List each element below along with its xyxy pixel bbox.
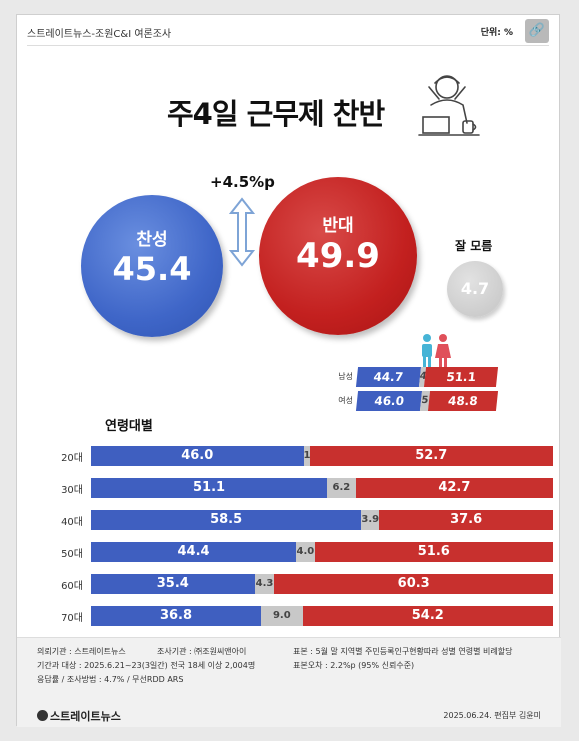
age-bar: 35.4 4.3 60.3: [91, 574, 553, 594]
footer-method: 응답률 / 조사방법 : 4.7% / 무선RDD ARS: [37, 675, 184, 684]
male-female-icon: [422, 334, 451, 367]
oppose-segment: 52.7: [309, 446, 553, 466]
agree-circle: 찬성 45.4: [81, 195, 223, 337]
gender-bar: 46.0 5.2 48.8: [355, 391, 499, 411]
infographic-card: 스트레이트뉴스-조원C&I 여론조사 단위: % 🔗 주4일 근무제 찬반 +4…: [16, 14, 561, 727]
difference-label: +4.5%p: [210, 173, 275, 191]
age-chart-title: 연령대별: [105, 419, 153, 434]
oppose-segment: 48.8: [427, 391, 499, 411]
dont-know-segment: 3.9: [361, 510, 380, 530]
up-down-arrow-icon: [229, 197, 255, 267]
dont-know-value: 4.7: [460, 279, 490, 298]
footer-error: 표본오차 : 2.2%p (95% 신뢰수준): [293, 661, 415, 670]
logo-text: 스트레이트뉴스: [50, 710, 121, 723]
gender-label: 남성: [338, 372, 353, 381]
agree-label: 찬성: [136, 230, 168, 250]
publish-date: 2025.06.24. 편집부 김윤미: [443, 711, 541, 720]
age-bar: 58.5 3.9 37.6: [91, 510, 553, 530]
agree-segment: 46.0: [91, 446, 304, 466]
agree-segment: 44.4: [91, 542, 297, 562]
agree-segment: 36.8: [91, 606, 262, 626]
footer-period: 기간과 대상 : 2025.6.21~23(3일간) 전국 18세 이상 2,0…: [37, 661, 256, 670]
age-bar: 36.8 9.0 54.2: [91, 606, 553, 626]
agree-segment: 51.1: [91, 478, 328, 498]
dont-know-segment: 4.0: [296, 542, 315, 562]
age-bar: 51.1 6.2 42.7: [91, 478, 553, 498]
oppose-segment: 60.3: [274, 574, 553, 594]
footer-client: 의뢰기관 : 스트레이트뉴스: [37, 647, 126, 656]
agree-segment: 58.5: [91, 510, 362, 530]
age-label: 50대: [61, 549, 83, 560]
office-worker-icon: [418, 75, 480, 136]
dont-know-segment: 6.2: [327, 478, 356, 498]
unit-label: 단위: %: [480, 28, 513, 38]
footer: 의뢰기관 : 스트레이트뉴스 조사기관 : ㈜조원씨앤아이 표본 : 5월 말 …: [17, 637, 561, 727]
dont-know-circle: 4.7: [447, 261, 503, 317]
oppose-segment: 42.7: [355, 478, 553, 498]
header-divider: [27, 45, 549, 46]
logo-mark: [37, 710, 48, 721]
survey-source: 스트레이트뉴스-조원C&I 여론조사: [27, 29, 172, 40]
oppose-circle: 반대 49.9: [259, 177, 417, 335]
age-row: 70대 36.8 9.0 54.2: [51, 606, 553, 626]
age-bar: 46.01.352.7: [91, 446, 553, 466]
age-row: 20대 46.01.352.7: [51, 446, 553, 466]
dont-know-segment: 9.0: [261, 606, 303, 626]
age-row: 60대 35.4 4.3 60.3: [51, 574, 553, 594]
agree-segment: 35.4: [91, 574, 255, 594]
oppose-value: 49.9: [296, 236, 380, 276]
age-label: 60대: [61, 581, 83, 592]
age-row: 30대 51.1 6.2 42.7: [51, 478, 553, 498]
logo: 스트레이트뉴스: [37, 708, 121, 724]
agree-segment: 46.0: [355, 391, 423, 411]
dont-know-segment: 4.3: [254, 574, 275, 594]
age-label: 20대: [61, 453, 83, 464]
oppose-segment: 51.6: [314, 542, 553, 562]
age-row: 50대 44.4 4.0 51.6: [51, 542, 553, 562]
page-title: 주4일 근무제 찬반: [167, 97, 385, 131]
footer-sample: 표본 : 5월 말 지역별 주민등록인구현황따라 성별 연령별 비례할당: [293, 647, 513, 656]
oppose-segment: 37.6: [379, 510, 553, 530]
age-label: 40대: [61, 517, 83, 528]
dont-know-segment: 1.3: [303, 446, 310, 466]
link-icon[interactable]: 🔗: [525, 19, 549, 43]
age-label: 70대: [61, 613, 83, 624]
agree-value: 45.4: [112, 250, 192, 288]
dont-know-label: 잘 모름: [455, 239, 493, 253]
age-bar: 44.4 4.0 51.6: [91, 542, 553, 562]
footer-agency: 조사기관 : ㈜조원씨앤아이: [157, 647, 247, 656]
gender-label: 여성: [338, 396, 353, 405]
oppose-segment: 54.2: [302, 606, 553, 626]
age-label: 30대: [61, 485, 83, 496]
agree-segment: 44.7: [355, 367, 421, 387]
age-row: 40대 58.5 3.9 37.6: [51, 510, 553, 530]
oppose-segment: 51.1: [424, 367, 499, 387]
oppose-label: 반대: [322, 216, 354, 236]
gender-bar: 44.7 4.2 51.1: [355, 367, 499, 387]
